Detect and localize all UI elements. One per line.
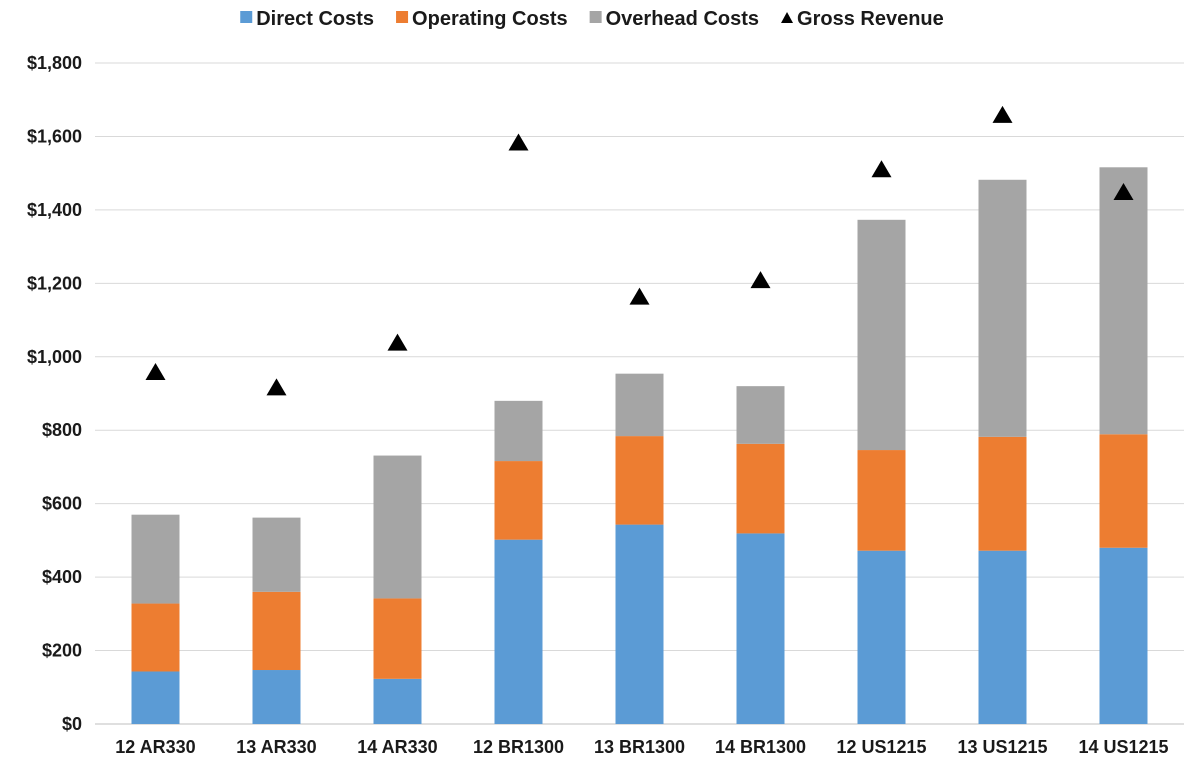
bar-overhead-costs-13-ar330 xyxy=(252,517,301,592)
bar-overhead-costs-12-ar330 xyxy=(131,514,180,604)
legend-label: Operating Costs xyxy=(412,8,568,30)
y-tick-label: $400 xyxy=(42,567,82,587)
chart-bars xyxy=(131,167,1148,724)
marker-gross-revenue-14-us1215 xyxy=(1113,183,1134,201)
legend-item-operating-costs: Operating Costs xyxy=(396,8,568,30)
legend-swatch-direct-costs xyxy=(240,11,253,23)
marker-gross-revenue-13-br1300 xyxy=(629,287,650,305)
marker-gross-revenue-12-us1215 xyxy=(871,160,892,178)
bar-overhead-costs-13-us1215 xyxy=(978,179,1027,437)
legend-label: Overhead Costs xyxy=(606,8,759,30)
x-tick-label-13-us1215: 13 US1215 xyxy=(957,737,1047,757)
legend-item-direct-costs: Direct Costs xyxy=(240,8,374,30)
bar-operating-costs-12-ar330 xyxy=(131,603,180,672)
bar-direct-costs-12-ar330 xyxy=(131,671,180,724)
chart-legend: Direct Costs Operating Costs Overhead Cost… xyxy=(240,8,944,30)
y-tick-label: $0 xyxy=(62,714,82,734)
marker-gross-revenue-13-ar330 xyxy=(266,378,287,396)
bar-direct-costs-14-ar330 xyxy=(373,678,422,724)
bar-direct-costs-13-br1300 xyxy=(615,524,664,724)
legend-label: Direct Costs xyxy=(256,8,374,30)
legend-item-overhead-costs: Overhead Costs xyxy=(589,8,759,30)
x-axis: 12 AR330 13 AR330 14 AR330 12 BR1300 13 BR13… xyxy=(115,737,1168,757)
y-axis: $0 $200 $400 $600 $800 $1,000 $1,200 $1,400 $1,6… xyxy=(27,53,82,734)
bar-overhead-costs-14-us1215 xyxy=(1099,167,1148,435)
y-tick-label: $1,800 xyxy=(27,53,82,73)
bar-operating-costs-12-br1300 xyxy=(494,461,543,540)
y-tick-label: $1,200 xyxy=(27,273,82,293)
legend-item-gross-revenue: Gross Revenue xyxy=(781,8,944,30)
bar-overhead-costs-14-br1300 xyxy=(736,386,785,444)
y-tick-label: $1,000 xyxy=(27,347,82,367)
bar-operating-costs-12-us1215 xyxy=(857,450,906,551)
bar-direct-costs-12-us1215 xyxy=(857,550,906,724)
bar-operating-costs-14-ar330 xyxy=(373,598,422,679)
x-tick-label-12-ar330: 12 AR330 xyxy=(115,737,195,757)
legend-swatch-operating-costs xyxy=(396,11,409,23)
legend-label: Gross Revenue xyxy=(797,8,944,30)
x-tick-label-13-br1300: 13 BR1300 xyxy=(594,737,685,757)
bar-overhead-costs-12-br1300 xyxy=(494,400,543,462)
bar-operating-costs-14-us1215 xyxy=(1099,434,1148,548)
bar-direct-costs-14-us1215 xyxy=(1099,547,1148,724)
x-tick-label-14-br1300: 14 BR1300 xyxy=(715,737,806,757)
bar-operating-costs-13-ar330 xyxy=(252,591,301,671)
bar-direct-costs-12-br1300 xyxy=(494,539,543,724)
x-tick-label-14-ar330: 14 AR330 xyxy=(357,737,437,757)
y-tick-label: $800 xyxy=(42,420,82,440)
marker-gross-revenue-12-ar330 xyxy=(145,362,166,380)
bar-overhead-costs-13-br1300 xyxy=(615,373,664,437)
x-tick-label-14-us1215: 14 US1215 xyxy=(1078,737,1168,757)
marker-gross-revenue-14-br1300 xyxy=(750,271,771,289)
y-tick-label: $1,600 xyxy=(27,126,82,146)
bar-operating-costs-14-br1300 xyxy=(736,443,785,534)
y-tick-label: $600 xyxy=(42,494,82,514)
marker-gross-revenue-14-ar330 xyxy=(387,333,408,351)
x-tick-label-12-us1215: 12 US1215 xyxy=(836,737,926,757)
bar-operating-costs-13-us1215 xyxy=(978,436,1027,551)
x-tick-label-12-br1300: 12 BR1300 xyxy=(473,737,564,757)
marker-gross-revenue-13-us1215 xyxy=(992,105,1013,123)
legend-swatch-overhead-costs xyxy=(589,11,602,23)
bar-direct-costs-14-br1300 xyxy=(736,533,785,724)
y-tick-label: $200 xyxy=(42,641,82,661)
bar-overhead-costs-12-us1215 xyxy=(857,219,906,451)
bar-direct-costs-13-us1215 xyxy=(978,550,1027,724)
bar-direct-costs-13-ar330 xyxy=(252,670,301,724)
bar-overhead-costs-14-ar330 xyxy=(373,455,422,599)
x-tick-label-13-ar330: 13 AR330 xyxy=(236,737,316,757)
marker-gross-revenue-12-br1300 xyxy=(508,133,529,151)
bar-operating-costs-13-br1300 xyxy=(615,436,664,525)
y-tick-label: $1,400 xyxy=(27,200,82,220)
legend-triangle-icon xyxy=(781,12,794,23)
chart-markers xyxy=(145,105,1134,396)
